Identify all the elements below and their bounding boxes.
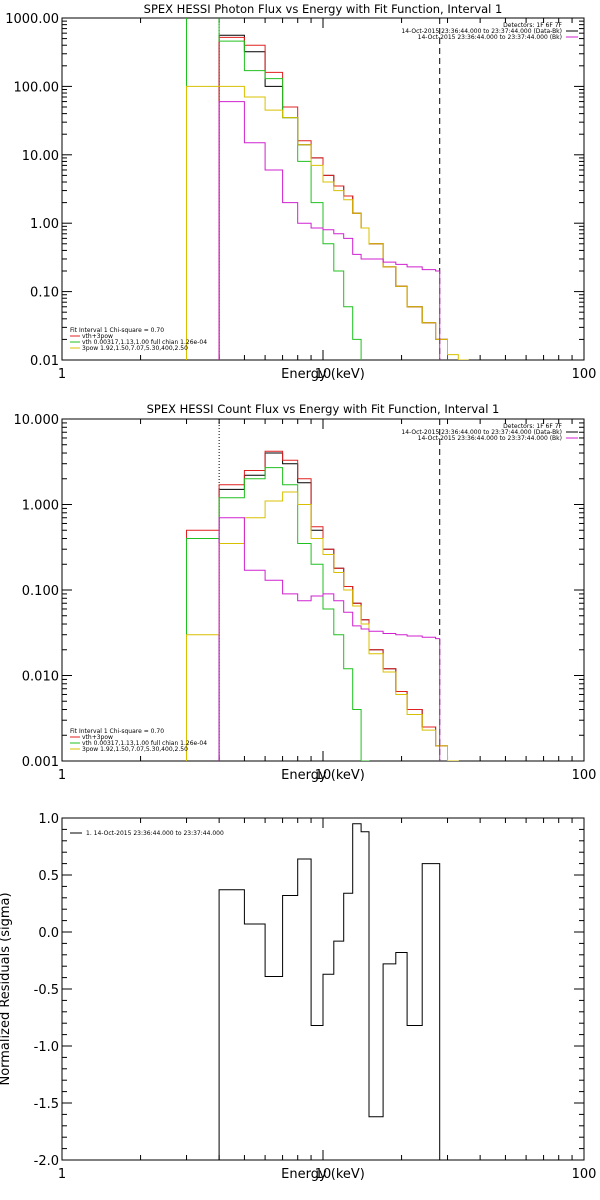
series-4-line [186, 85, 469, 360]
x-tick-label: 1 [58, 768, 66, 783]
y-tick-label: 10.000 [14, 413, 60, 428]
legend-title: Fit Interval 1 Chi-square = 0.70 [70, 728, 164, 735]
y-tick-label: 0.001 [22, 755, 59, 770]
series-2-line [218, 36, 448, 360]
y-tick-label: 0.0 [38, 926, 59, 941]
y-tick-label: -2.0 [34, 1154, 59, 1169]
legend-entry: vth+3pow [82, 734, 113, 741]
x-axis-label: Energy (keV) [281, 367, 365, 382]
x-tick-label: 100 [572, 1167, 597, 1182]
panel-2: SPEX HESSI Count Flux vs Energy with Fit… [14, 402, 597, 783]
series-2-line [186, 450, 448, 761]
x-ticks [61, 818, 573, 1160]
x-tick-label: 1 [58, 1167, 66, 1182]
header-line: Detectors: 1F 6F 7F [503, 22, 562, 29]
y-tick-label: 0.10 [30, 286, 59, 301]
y-ticks [62, 817, 584, 1161]
series-group [186, 18, 469, 360]
legend-entry: vth 0.00317,1.13,1.00 full chian 1.26e-0… [82, 339, 207, 346]
x-tick-label: 1 [58, 367, 66, 382]
x-tick-label: 100 [572, 367, 597, 382]
x-tick-label: 10 [315, 1167, 332, 1182]
x-tick-label: 10 [315, 367, 332, 382]
header-line: Detectors: 1F 6F 7F [503, 423, 562, 430]
y-tick-label: 0.01 [30, 354, 59, 369]
series-3-line [186, 467, 370, 761]
y-tick-label: 0.5 [38, 869, 59, 884]
y-tick-label: 100.00 [14, 80, 60, 95]
x-axis-label: Energy (keV) [281, 768, 365, 783]
y-tick-label: 1.00 [30, 217, 59, 232]
y-tick-label: 1.000 [22, 499, 59, 514]
legend-entry: 1. 14-Oct-2015 23:36:44.000 to 23:37:44.… [86, 830, 224, 837]
x-axis-label: Energy (keV) [281, 1167, 365, 1182]
y-tick-label: 0.010 [22, 670, 59, 685]
series-group [186, 419, 459, 761]
header-line: 14-Oct-2015 23:36:44.000 to 23:37:44.000… [401, 429, 562, 436]
series-1-line [218, 823, 441, 1160]
legend-entry: vth+3pow [82, 333, 113, 340]
legend-entry: 3pow 1.92,1.50,7.07,5.30,400,2.50 [82, 746, 188, 753]
y-tick-label: 10.00 [22, 149, 59, 164]
panel-3: 1 10 100 Energy (keV) 1.0 0.5 0.0 -0.5 -1.0 -1.5 -… [0, 812, 596, 1182]
legend-title: Fit Interval 1 Chi-square = 0.70 [70, 327, 164, 334]
header-line: 14-Oct-2015 23:36:44.000 to 23:37:44.000… [401, 28, 562, 35]
series-1-line [218, 34, 448, 360]
y-tick-label: 1.0 [38, 812, 59, 827]
series-5-line [218, 517, 441, 761]
legend-entry: 3pow 1.92,1.50,7.07,5.30,400,2.50 [82, 345, 188, 352]
chart-title: SPEX HESSI Count Flux vs Energy with Fit… [147, 402, 500, 416]
series-4-line [186, 491, 459, 761]
legend-entry: vth 0.00317,1.13,1.00 full chian 1.26e-0… [82, 740, 207, 747]
y-ticks [62, 20, 584, 361]
header-line: 14-Oct-2015 23:36:44.000 to 23:37:44.000… [418, 435, 562, 442]
chart-title: SPEX HESSI Photon Flux vs Energy with Fi… [144, 2, 503, 16]
y-tick-label: -1.5 [34, 1097, 59, 1112]
x-tick-label: 10 [315, 768, 332, 783]
y-tick-label: -0.5 [34, 983, 59, 998]
header-line: 14-Oct-2015 23:36:44.000 to 23:37:44.000… [418, 34, 562, 41]
x-ticks [61, 419, 573, 761]
panel-1: SPEX HESSI Photon Flux vs Energy with Fi… [5, 2, 596, 382]
y-axis-label: Normalized Residuals (sigma) [0, 892, 13, 1085]
series-5-line [218, 101, 441, 360]
x-tick-label: 100 [572, 768, 597, 783]
y-tick-label: 0.100 [22, 584, 59, 599]
series-group [218, 823, 441, 1160]
series-3-line [186, 18, 362, 360]
x-ticks [61, 18, 573, 360]
y-tick-label: -1.0 [34, 1040, 59, 1055]
y-tick-label: 1000.00 [5, 12, 59, 27]
plot-frame [61, 17, 585, 361]
y-ticks [62, 422, 584, 762]
